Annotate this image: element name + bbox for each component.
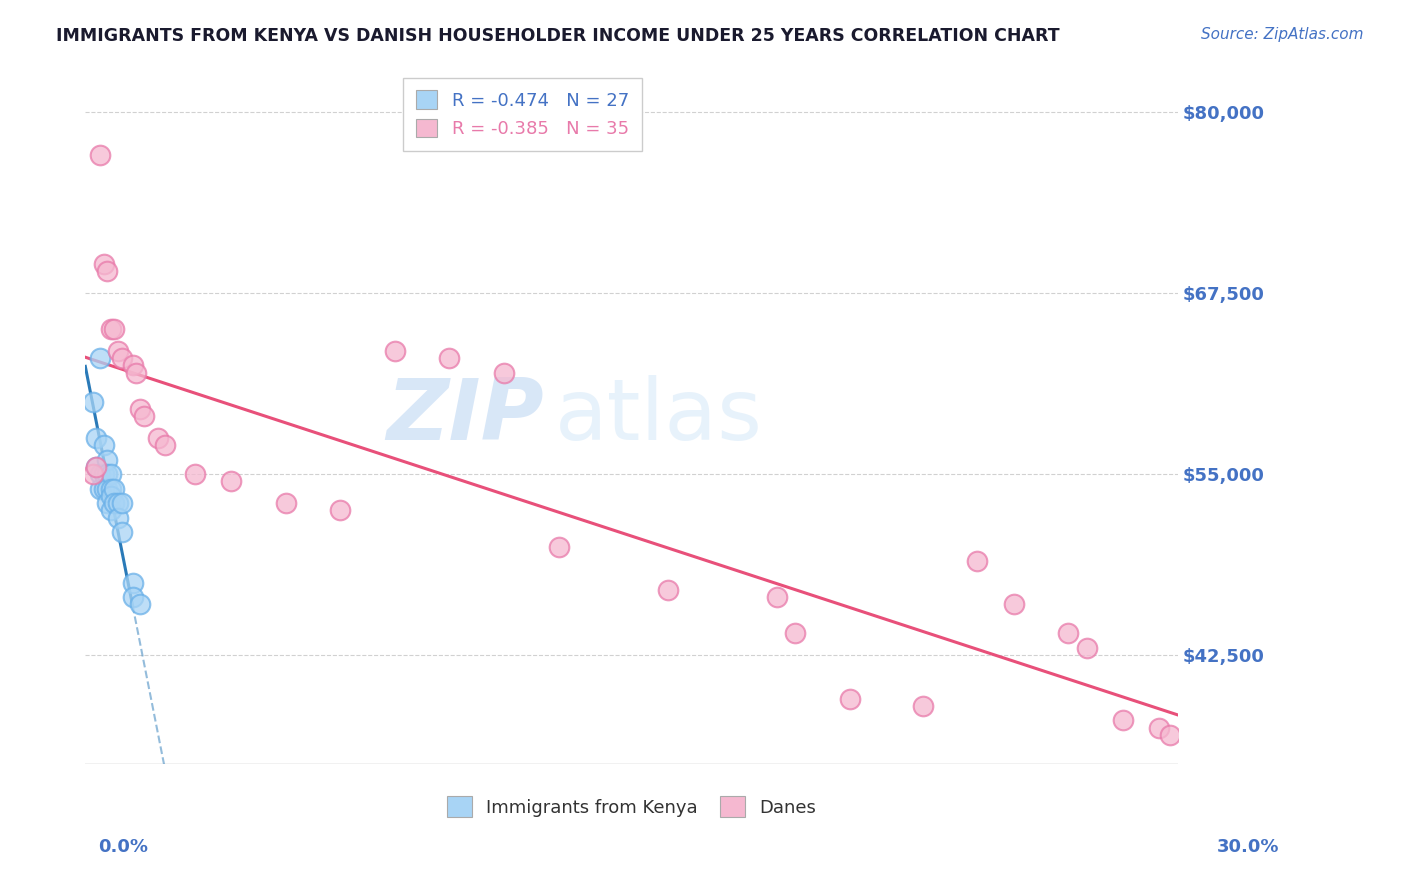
Point [439, 351, 461, 366]
Point [219, 475, 242, 489]
Point [111, 524, 134, 539]
Point [129, 598, 152, 612]
Point [146, 431, 169, 445]
Point [107, 343, 129, 358]
Text: Source: ZipAtlas.com: Source: ZipAtlas.com [1201, 27, 1364, 42]
Text: atlas: atlas [555, 375, 763, 458]
Point [96, 264, 118, 278]
Point [1002, 598, 1025, 612]
Point [82, 467, 104, 482]
Point [1149, 721, 1171, 735]
Point [93, 438, 115, 452]
Point [838, 691, 860, 706]
Point [966, 554, 988, 568]
Point [384, 343, 406, 358]
Point [103, 322, 125, 336]
Text: IMMIGRANTS FROM KENYA VS DANISH HOUSEHOLDER INCOME UNDER 25 YEARS CORRELATION CH: IMMIGRANTS FROM KENYA VS DANISH HOUSEHOL… [56, 27, 1060, 45]
Point [84, 459, 107, 474]
Point [274, 496, 297, 510]
Point [785, 626, 807, 640]
Point [547, 540, 569, 554]
Point [93, 482, 115, 496]
Point [657, 582, 679, 597]
Point [84, 459, 107, 474]
Point [103, 496, 125, 510]
Point [129, 401, 152, 416]
Point [121, 575, 143, 590]
Point [492, 366, 515, 380]
Point [100, 489, 122, 503]
Point [100, 482, 122, 496]
Point [100, 467, 122, 482]
Point [136, 786, 159, 800]
Point [84, 431, 107, 445]
Text: 0.0%: 0.0% [98, 838, 149, 855]
Point [183, 467, 205, 482]
Point [121, 359, 143, 373]
Point [766, 591, 789, 605]
Point [82, 394, 104, 409]
Point [1112, 714, 1135, 728]
Point [121, 591, 143, 605]
Legend: Immigrants from Kenya, Danes: Immigrants from Kenya, Danes [440, 789, 824, 824]
Point [103, 482, 125, 496]
Point [93, 467, 115, 482]
Point [125, 366, 148, 380]
Point [107, 510, 129, 524]
Point [96, 467, 118, 482]
Point [89, 482, 111, 496]
Text: ZIP: ZIP [387, 375, 544, 458]
Point [89, 351, 111, 366]
Point [911, 698, 934, 713]
Point [1057, 626, 1080, 640]
Point [1076, 640, 1098, 655]
Point [111, 496, 134, 510]
Point [155, 438, 177, 452]
Point [111, 351, 134, 366]
Point [89, 148, 111, 162]
Point [107, 496, 129, 510]
Point [89, 467, 111, 482]
Point [96, 452, 118, 467]
Point [100, 322, 122, 336]
Point [96, 496, 118, 510]
Point [132, 409, 155, 424]
Point [329, 503, 352, 517]
Point [1159, 728, 1181, 742]
Point [96, 482, 118, 496]
Point [93, 257, 115, 271]
Text: 30.0%: 30.0% [1218, 838, 1279, 855]
Point [100, 503, 122, 517]
